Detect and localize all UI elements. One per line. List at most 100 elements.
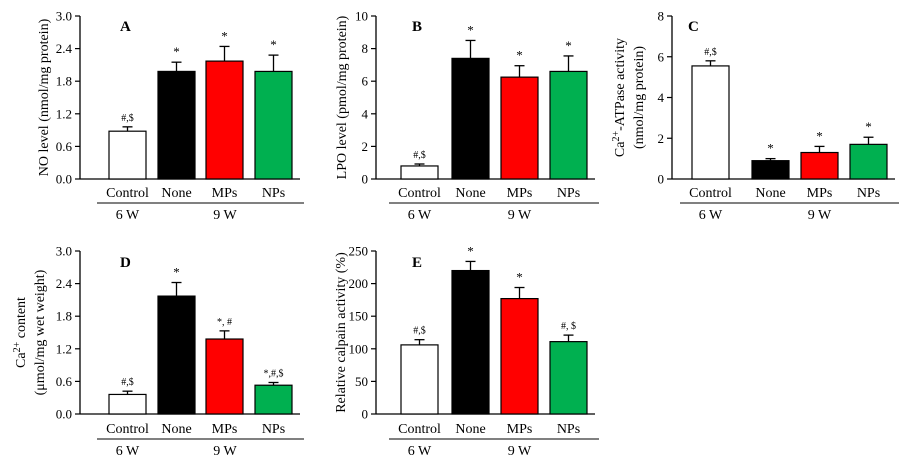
bar-control bbox=[400, 165, 439, 180]
significance-annotation: #,$ bbox=[121, 113, 134, 124]
significance-annotation: * bbox=[767, 141, 774, 156]
panel-a: 0.0 0.6 1.2 1.8 2.4 3.0 NO level (nmol/mg prot… bbox=[37, 9, 304, 223]
group-label: 6 W bbox=[116, 444, 140, 459]
category-label: Control bbox=[398, 186, 441, 201]
y-tick-label: 0 bbox=[362, 172, 369, 187]
bar-nps bbox=[849, 143, 888, 180]
panel-letter: C bbox=[688, 19, 699, 35]
category-label: None bbox=[161, 186, 191, 201]
y-tick-label: 2.4 bbox=[56, 41, 73, 56]
category-label: MPs bbox=[507, 422, 533, 437]
y-tick-label: 6 bbox=[362, 74, 369, 89]
bar-control bbox=[108, 393, 147, 415]
significance-annotation: #,$ bbox=[121, 377, 134, 388]
panel-letter: A bbox=[120, 19, 131, 35]
y-axis-title: LPO level (pmol/mg protein) bbox=[335, 15, 350, 179]
category-label: Control bbox=[106, 422, 149, 437]
panel-c: 0 2 4 6 8 Ca2+-ATPase activity (nmol/mg protei… bbox=[611, 9, 899, 223]
y-tick-label: 2 bbox=[658, 131, 665, 146]
y-tick-label: 50 bbox=[355, 374, 368, 389]
category-label: MPs bbox=[507, 186, 533, 201]
significance-annotation: #, $ bbox=[561, 321, 576, 332]
category-label: NPs bbox=[262, 422, 285, 437]
significance-annotation: * bbox=[816, 128, 823, 143]
y-tick-label: 0 bbox=[658, 172, 665, 187]
bar-mps bbox=[205, 338, 244, 415]
bar-nps bbox=[254, 70, 293, 180]
y-tick-label: 2.4 bbox=[56, 276, 73, 291]
bar-none bbox=[451, 269, 490, 415]
y-tick-label: 150 bbox=[349, 309, 369, 324]
bar-none bbox=[451, 57, 490, 180]
y-axis-title: Ca2+-ATPase activity bbox=[611, 38, 629, 157]
category-label: None bbox=[161, 422, 191, 437]
significance-annotation: * bbox=[270, 37, 277, 52]
y-tick-label: 8 bbox=[658, 9, 665, 24]
panel-b: 0 2 4 6 8 10 LPO level (pmol/mg protein) B #,$ Co… bbox=[335, 9, 599, 223]
y-tick-label: 6 bbox=[658, 49, 665, 64]
bar-nps bbox=[254, 384, 293, 415]
panel-letter: D bbox=[120, 255, 131, 271]
significance-annotation: * bbox=[565, 38, 572, 53]
panel-d: 0.0 0.6 1.2 1.8 2.4 3.0 Ca2+ content (μmol/mg w… bbox=[12, 244, 304, 459]
y-tick-label: 4 bbox=[362, 106, 369, 121]
significance-annotation: * bbox=[173, 44, 180, 59]
bar-mps bbox=[500, 297, 539, 415]
y-tick-label: 1.2 bbox=[56, 341, 72, 356]
category-label: MPs bbox=[212, 422, 238, 437]
bar-nps bbox=[549, 70, 588, 180]
category-label: None bbox=[455, 422, 485, 437]
y-axis-title: (nmol/mg protein) bbox=[632, 46, 647, 149]
y-tick-label: 3.0 bbox=[56, 244, 72, 259]
y-tick-label: 10 bbox=[355, 9, 368, 24]
panel-letter: E bbox=[412, 255, 422, 271]
y-axis-title: NO level (nmol/mg protein) bbox=[37, 18, 52, 176]
y-tick-label: 250 bbox=[349, 244, 369, 259]
y-tick-label: 2 bbox=[362, 139, 369, 154]
group-label: 9 W bbox=[213, 444, 237, 459]
group-label: 9 W bbox=[508, 208, 532, 223]
category-label: Control bbox=[106, 186, 149, 201]
y-tick-label: 3.0 bbox=[56, 9, 72, 24]
bar-none bbox=[751, 160, 790, 180]
significance-annotation: *, # bbox=[217, 317, 232, 328]
significance-annotation: * bbox=[467, 243, 474, 258]
significance-annotation: #,$ bbox=[704, 47, 717, 58]
significance-annotation: * bbox=[516, 48, 523, 63]
bar-mps bbox=[800, 151, 839, 180]
significance-annotation: * bbox=[467, 22, 474, 37]
significance-annotation: #,$ bbox=[413, 150, 426, 161]
bar-mps bbox=[205, 60, 244, 180]
significance-annotation: * bbox=[865, 119, 872, 134]
y-axis-title: Relative calpain activity (%) bbox=[334, 252, 349, 413]
category-label: NPs bbox=[262, 186, 285, 201]
group-label: 9 W bbox=[508, 444, 532, 459]
group-label: 6 W bbox=[408, 444, 432, 459]
panel-letter: B bbox=[412, 19, 422, 35]
bar-control bbox=[691, 65, 730, 180]
group-label: 6 W bbox=[699, 208, 723, 223]
group-label: 6 W bbox=[116, 208, 140, 223]
category-label: None bbox=[455, 186, 485, 201]
category-label: Control bbox=[398, 422, 441, 437]
y-axis-title: Ca2+ content bbox=[12, 297, 30, 368]
category-label: MPs bbox=[807, 186, 833, 201]
y-tick-label: 1.2 bbox=[56, 106, 72, 121]
category-label: Control bbox=[689, 186, 732, 201]
category-label: NPs bbox=[557, 422, 580, 437]
category-label: MPs bbox=[212, 186, 238, 201]
y-axis-title: (μmol/mg wet weight) bbox=[33, 269, 48, 395]
y-tick-label: 0 bbox=[362, 407, 369, 422]
bar-none bbox=[157, 70, 196, 180]
y-tick-label: 0.0 bbox=[56, 407, 72, 422]
group-label: 9 W bbox=[213, 208, 237, 223]
y-tick-label: 0.6 bbox=[56, 374, 73, 389]
significance-annotation: *,#,$ bbox=[264, 368, 284, 379]
y-tick-label: 0.0 bbox=[56, 172, 72, 187]
y-tick-label: 8 bbox=[362, 41, 369, 56]
bar-nps bbox=[549, 341, 588, 415]
y-tick-label: 1.8 bbox=[56, 74, 72, 89]
group-label: 6 W bbox=[408, 208, 432, 223]
y-tick-label: 200 bbox=[349, 276, 369, 291]
